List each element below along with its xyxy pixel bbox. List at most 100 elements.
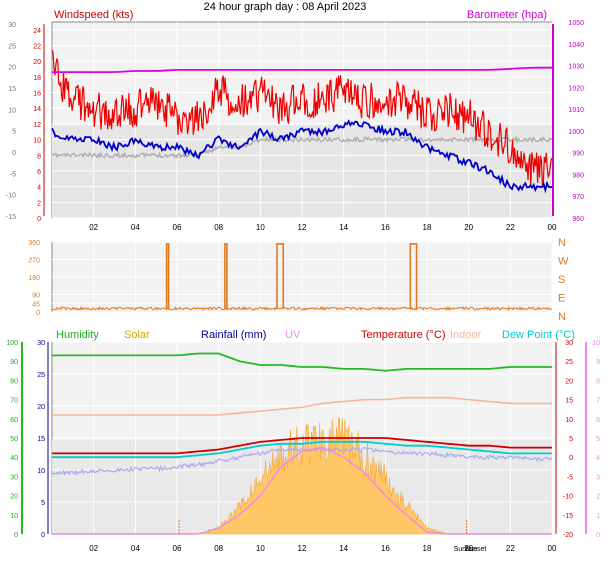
wind-x-tick-label: 14 bbox=[339, 223, 348, 232]
wind-y-tick-label: 0 bbox=[37, 216, 41, 223]
temperature-tick-label: -15 bbox=[563, 513, 573, 520]
wind-outer-tick-label: 15 bbox=[8, 86, 16, 93]
climate-x-tick-label: 18 bbox=[423, 544, 432, 553]
humidity-tick-label: 20 bbox=[10, 494, 18, 501]
barometer-tick-label: 1040 bbox=[568, 42, 584, 49]
climate-x-tick-label: 16 bbox=[381, 544, 390, 553]
rain-tick-label: 10 bbox=[37, 468, 45, 475]
barometer-tick-label: 1010 bbox=[568, 107, 584, 114]
barometer-tick-label: 1020 bbox=[568, 85, 584, 92]
humidity-tick-label: 70 bbox=[10, 398, 18, 405]
uv-tick-label: 2 bbox=[596, 494, 600, 501]
wind-x-tick-label: 12 bbox=[298, 223, 307, 232]
direction-y-tick-label: 360 bbox=[28, 240, 40, 247]
legend-indoor: Indoor bbox=[450, 329, 482, 341]
uv-tick-label: 1 bbox=[596, 513, 600, 520]
direction-y-tick-label: 45 bbox=[32, 301, 40, 308]
climate-x-tick-label: 04 bbox=[131, 544, 140, 553]
rain-tick-label: 20 bbox=[37, 404, 45, 411]
wind-x-tick-label: 08 bbox=[214, 223, 223, 232]
direction-spike bbox=[276, 243, 285, 310]
wind-x-tick-label: 20 bbox=[464, 223, 473, 232]
climate-x-tick-label: 12 bbox=[298, 544, 307, 553]
direction-spike bbox=[409, 243, 418, 310]
humidity-tick-label: 10 bbox=[10, 513, 18, 520]
barometer-tick-label: 980 bbox=[572, 172, 584, 179]
rain-tick-label: 15 bbox=[37, 436, 45, 443]
wind-x-tick-label: 18 bbox=[423, 223, 432, 232]
uv-tick-label: 6 bbox=[596, 417, 600, 424]
direction-spike bbox=[165, 243, 170, 310]
legend-dew-point: Dew Point (°C) bbox=[502, 329, 575, 341]
wind-outer-tick-label: 5 bbox=[12, 129, 16, 136]
direction-y-tick-label: 270 bbox=[28, 258, 40, 265]
temperature-tick-label: -20 bbox=[563, 532, 573, 539]
wind-outer-tick-label: -10 bbox=[6, 193, 16, 200]
barometer-tick-label: 960 bbox=[572, 216, 584, 223]
barometer-axis-title: Barometer (hpa) bbox=[467, 9, 547, 21]
temperature-tick-label: 30 bbox=[565, 340, 573, 347]
uv-tick-label: 7 bbox=[596, 398, 600, 405]
direction-compass-label: S bbox=[558, 274, 565, 286]
climate-x-tick-label: 08 bbox=[214, 544, 223, 553]
temperature-tick-label: -5 bbox=[567, 474, 573, 481]
uv-series bbox=[52, 447, 552, 535]
wind-outer-tick-label: -5 bbox=[10, 171, 16, 178]
barometer-tick-label: 970 bbox=[572, 194, 584, 201]
uv-tick-label: 0 bbox=[596, 532, 600, 539]
wind-x-tick-label: 06 bbox=[173, 223, 182, 232]
barometer-tick-label: 1050 bbox=[568, 20, 584, 27]
wind-x-tick-label: 00 bbox=[548, 223, 557, 232]
direction-compass-label: W bbox=[558, 256, 569, 268]
wind-y-tick-label: 12 bbox=[33, 122, 41, 129]
temperature-tick-label: -10 bbox=[563, 494, 573, 501]
temperature-tick-label: 5 bbox=[569, 436, 573, 443]
rain-tick-label: 30 bbox=[37, 340, 45, 347]
wind-y-tick-label: 16 bbox=[33, 91, 41, 98]
direction-y-tick-label: 180 bbox=[28, 275, 40, 282]
wind-average-series bbox=[51, 119, 553, 194]
legend-temperature: Temperature (°C) bbox=[361, 329, 445, 341]
wind-x-tick-label: 10 bbox=[256, 223, 265, 232]
uv-tick-label: 8 bbox=[596, 378, 600, 385]
direction-y-tick-label: 90 bbox=[32, 293, 40, 300]
wind-y-tick-label: 14 bbox=[33, 106, 41, 113]
direction-compass-label: N bbox=[558, 311, 566, 323]
wind-y-tick-label: 10 bbox=[33, 138, 41, 145]
barometer-tick-label: 990 bbox=[572, 151, 584, 158]
climate-legend: Humidity Solar Rainfall (mm) UV Temperat… bbox=[56, 329, 575, 341]
indoor-series bbox=[52, 396, 552, 416]
barometer-tick-label: 1000 bbox=[568, 129, 584, 136]
humidity-tick-label: 80 bbox=[10, 378, 18, 385]
climate-panel: Humidity Solar Rainfall (mm) UV Temperat… bbox=[6, 329, 600, 553]
wind-grey-series bbox=[51, 135, 553, 159]
dew-point-series bbox=[52, 440, 552, 459]
humidity-tick-label: 100 bbox=[6, 340, 18, 347]
wind-outer-tick-label: 30 bbox=[8, 22, 16, 29]
wind-y-tick-label: 20 bbox=[33, 59, 41, 66]
barometer-tick-label: 1030 bbox=[568, 64, 584, 71]
uv-tick-label: 10 bbox=[592, 340, 600, 347]
wind-y-tick-label: 18 bbox=[33, 75, 41, 82]
wind-y-tick-label: 24 bbox=[33, 28, 41, 35]
temperature-tick-label: 25 bbox=[565, 359, 573, 366]
wind-y-tick-label: 6 bbox=[37, 169, 41, 176]
sunset-label: Sunset bbox=[465, 546, 487, 553]
climate-x-tick-label: 10 bbox=[256, 544, 265, 553]
uv-tick-label: 4 bbox=[596, 455, 600, 462]
wind-outer-tick-label: 0 bbox=[12, 150, 16, 157]
humidity-tick-label: 0 bbox=[14, 532, 18, 539]
temperature-tick-label: 20 bbox=[565, 378, 573, 385]
legend-humidity: Humidity bbox=[56, 329, 99, 341]
direction-series bbox=[51, 305, 553, 312]
humidity-tick-label: 40 bbox=[10, 455, 18, 462]
humidity-series bbox=[52, 352, 552, 372]
wind-y-tick-label: 8 bbox=[37, 153, 41, 160]
direction-compass-label: N bbox=[558, 237, 566, 249]
sunrise-label: Sunrise bbox=[454, 546, 478, 553]
humidity-tick-label: 30 bbox=[10, 474, 18, 481]
wind-x-tick-label: 16 bbox=[381, 223, 390, 232]
climate-x-tick-label: 14 bbox=[339, 544, 348, 553]
